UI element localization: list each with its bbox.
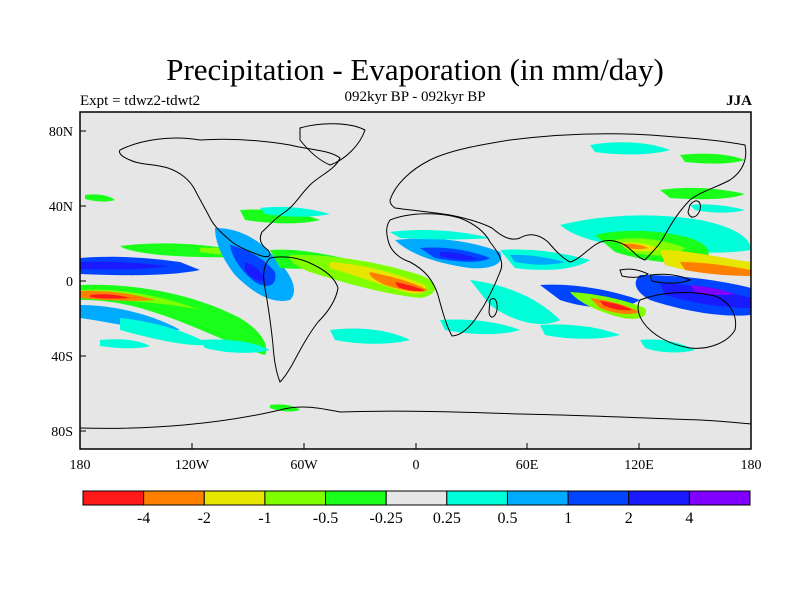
colorbar-swatch <box>325 490 387 506</box>
lon-tick-label: 120W <box>175 458 210 473</box>
map-subtitle: 092kyr BP - 092kyr BP <box>344 89 486 105</box>
lat-tick-label: 80S <box>51 425 73 440</box>
lon-tick-label: 120E <box>624 458 654 473</box>
lon-tick-label: 0 <box>413 458 420 473</box>
colorbar-label: 2 <box>625 510 633 527</box>
colorbar-label: -4 <box>137 510 150 527</box>
colorbar-swatch <box>203 490 266 506</box>
map-title: Precipitation - Evaporation (in mm/day) <box>166 52 664 87</box>
lon-tick-label: 60W <box>290 458 318 473</box>
colorbar-swatch <box>82 490 145 506</box>
lon-tick-label: 180 <box>70 458 91 473</box>
colorbar-label: 4 <box>685 510 693 527</box>
colorbar-label: -1 <box>258 510 271 527</box>
colorbar-swatch <box>143 490 205 506</box>
lat-axis <box>80 130 86 432</box>
colorbar-swatch <box>446 490 508 506</box>
lon-axis <box>79 443 752 449</box>
colorbar-swatch <box>628 490 690 506</box>
colorbar-label: -0.25 <box>370 510 403 527</box>
precip-field <box>80 142 751 412</box>
colorbar-swatch <box>567 490 630 506</box>
colorbar-label: 0.25 <box>433 510 461 527</box>
colorbar-swatch <box>264 490 327 506</box>
lon-tick-label: 60E <box>516 458 539 473</box>
coastlines <box>80 123 751 429</box>
season-label: JJA <box>726 93 752 109</box>
lon-tick-label: 180 <box>741 458 762 473</box>
colorbar-swatch <box>385 490 448 506</box>
colorbar-label: 0.5 <box>497 510 517 527</box>
colorbar-swatch <box>688 490 751 506</box>
lat-tick-label: 40S <box>51 350 73 365</box>
colorbar-label: -2 <box>198 510 211 527</box>
colorbar-swatch <box>506 490 569 506</box>
lat-tick-label: 80N <box>49 125 73 140</box>
colorbar-label: 1 <box>564 510 572 527</box>
experiment-label: Expt = tdwz2-tdwt2 <box>80 93 201 109</box>
colorbar-label: -0.5 <box>313 510 338 527</box>
lat-tick-label: 40N <box>49 200 73 215</box>
colorbar: -4 -2 -1 -0.5 -0.25 0.25 0.5 1 2 4 <box>82 490 751 527</box>
lat-tick-label: 0 <box>66 275 73 290</box>
